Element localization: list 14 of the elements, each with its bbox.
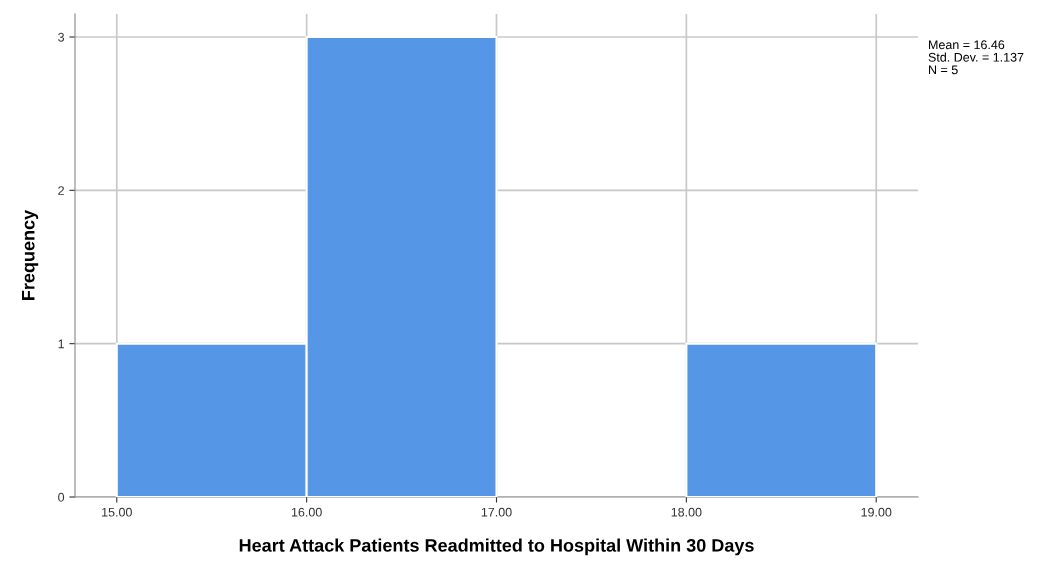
- x-axis-title: Heart Attack Patients Readmitted to Hospital Within 30 Days: [239, 538, 754, 556]
- y-tick-label: 2: [58, 186, 64, 195]
- y-tick-label: 1: [58, 339, 64, 349]
- x-tick-label: 16.00: [291, 507, 322, 517]
- x-tick-label: 15.00: [102, 507, 132, 517]
- y-axis-title: Frequency: [22, 209, 39, 300]
- text: Std. Dev. = 1.137: [928, 52, 1024, 62]
- x-tick-label: 18.00: [671, 507, 702, 517]
- x-tick-label: 19.00: [861, 507, 892, 517]
- y-tick-label: 3: [58, 32, 65, 42]
- y-tick-label: 0: [58, 492, 65, 502]
- text: N = 5: [929, 65, 958, 75]
- text: Mean = 16.46: [929, 40, 1005, 50]
- x-tick-label: 17.00: [481, 507, 512, 517]
